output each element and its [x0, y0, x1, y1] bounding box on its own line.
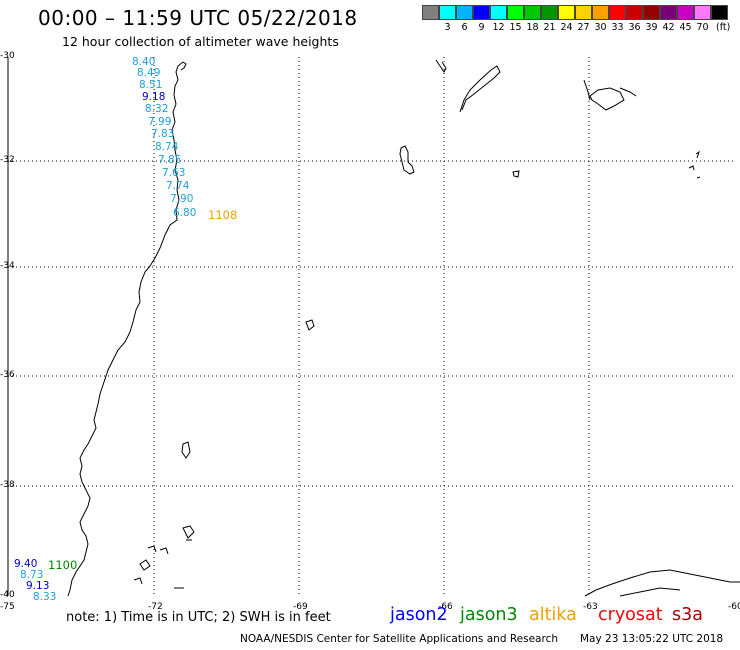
lake-northeast [619, 87, 637, 97]
scale-swatch [524, 5, 541, 20]
scale-swatch [422, 5, 439, 20]
lakes-south-3 [147, 545, 169, 555]
scale-swatch [609, 5, 626, 20]
longitude-label: -69 [293, 602, 308, 612]
wave-height-value: 7.83 [151, 128, 175, 140]
scale-tick-label: 45 [679, 22, 692, 33]
scale-swatch [592, 5, 609, 20]
argentina-coast-bay [459, 65, 501, 113]
scale-tick-label: 27 [577, 22, 590, 33]
scale-swatch [626, 5, 643, 20]
lakes-south-1 [181, 441, 191, 459]
graticule [8, 57, 734, 596]
argentina-coast-north [435, 59, 447, 73]
scale-swatch [507, 5, 524, 20]
longitude-label: -72 [148, 602, 163, 612]
scale-unit-label: (ft) [716, 22, 731, 33]
map-title: 00:00 – 11:59 UTC 05/22/2018 [38, 6, 358, 30]
latitude-label: -36 [0, 370, 15, 380]
wave-height-value: 6.80 [173, 207, 197, 219]
wave-height-value: 8.49 [137, 67, 161, 79]
lake-mid [305, 319, 315, 331]
scale-tick-label: 3 [444, 22, 451, 33]
scale-tick-label: 36 [628, 22, 641, 33]
lakes-south-2 [182, 525, 195, 541]
wave-height-value: 9.40 [14, 558, 38, 570]
scale-tick-label: 21 [543, 22, 556, 33]
argentina-coast-east [583, 79, 591, 101]
latitude-label: -38 [0, 480, 15, 490]
lake-small-1 [512, 170, 520, 178]
lake-west-1 [399, 145, 415, 175]
longitude-label: -75 [0, 602, 15, 612]
scale-tick-label: 12 [492, 22, 505, 33]
scale-swatch [473, 5, 490, 20]
latitude-label: -40 [0, 590, 15, 600]
credit-line: NOAA/NESDIS Center for Satellite Applica… [240, 633, 558, 645]
issued-timestamp: May 23 13:05:22 UTC 2018 [580, 633, 724, 645]
wave-height-value: 8.33 [33, 591, 57, 603]
scale-swatch [456, 5, 473, 20]
wave-height-color-scale [422, 5, 728, 20]
scale-tick-label: 42 [662, 22, 675, 33]
longitude-label: -60 [728, 602, 740, 612]
wave-height-value: 7.99 [148, 116, 172, 128]
scale-tick-label: 18 [526, 22, 539, 33]
longitude-label: -66 [438, 602, 453, 612]
wave-height-value: 8.40 [132, 56, 156, 68]
wave-height-value: 7.74 [166, 180, 190, 192]
track-north-pass-id: 1108 [208, 208, 238, 222]
scale-swatch [439, 5, 456, 20]
scale-swatch [643, 5, 660, 20]
satellite-legend-cryosat: cryosat [598, 605, 663, 625]
scale-tick-label: 24 [560, 22, 573, 33]
scale-swatch [490, 5, 507, 20]
scale-tick-label: 15 [509, 22, 522, 33]
wave-height-value: 9.18 [142, 91, 166, 103]
wave-height-value: 9.13 [26, 580, 50, 592]
scale-swatch [694, 5, 711, 20]
coastline [67, 59, 740, 597]
scale-tick-label: 70 [696, 22, 709, 33]
scale-swatch [677, 5, 694, 20]
scale-tick-label: 39 [645, 22, 658, 33]
satellite-legend-s3a: s3a [672, 605, 703, 625]
wave-height-value: 8.74 [155, 141, 179, 153]
lakes-south-4 [133, 559, 184, 589]
latitude-label: -32 [0, 155, 15, 165]
coast-southeast [584, 569, 740, 597]
scale-tick-label: 33 [611, 22, 624, 33]
scale-tick-label: 9 [478, 22, 485, 33]
lake-small-2 [688, 150, 701, 179]
wave-height-value: 7.90 [170, 193, 194, 205]
scale-swatch [575, 5, 592, 20]
scale-swatch [660, 5, 677, 20]
scale-swatch [558, 5, 575, 20]
satellite-legend-jason3: jason3 [460, 605, 518, 625]
map-subtitle: 12 hour collection of altimeter wave hei… [62, 34, 339, 49]
satellite-legend-jason2: jason2 [390, 605, 448, 625]
track-south-pass-id: 1100 [48, 558, 78, 572]
chile-coastline [67, 61, 184, 597]
latitude-label: -30 [0, 51, 15, 61]
wave-height-value: 7.63 [162, 167, 186, 179]
wave-height-value: 8.73 [20, 569, 44, 581]
chile-inland-edge [180, 61, 187, 71]
wave-height-value: 8.32 [145, 103, 169, 115]
scale-tick-label: 30 [594, 22, 607, 33]
satellite-legend-altika: altika [529, 605, 577, 625]
wave-height-value: 7.85 [158, 154, 182, 166]
footer-note: note: 1) Time is in UTC; 2) SWH is in fe… [66, 610, 331, 625]
scale-swatch [711, 5, 728, 20]
latitude-label: -34 [0, 261, 15, 271]
scale-swatch [541, 5, 558, 20]
scale-tick-label: 6 [461, 22, 468, 33]
argentina-island-east [589, 87, 625, 111]
wave-height-value: 8.51 [139, 79, 163, 91]
longitude-label: -63 [583, 602, 598, 612]
